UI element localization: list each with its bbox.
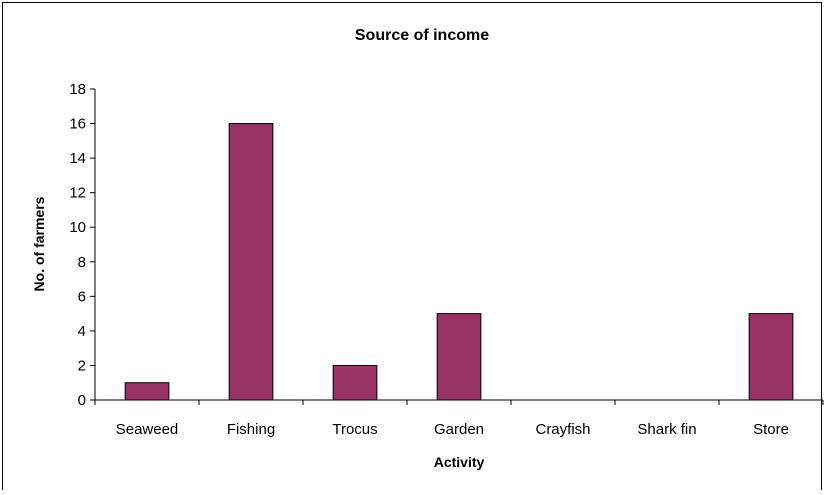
y-tick-label: 0 — [78, 392, 86, 409]
x-category-label: Trocus — [332, 421, 377, 438]
y-tick-label: 10 — [69, 219, 86, 236]
y-tick-label: 12 — [69, 185, 86, 202]
y-tick-label: 8 — [78, 254, 86, 271]
y-tick-label: 4 — [78, 323, 86, 340]
chart-title: Source of income — [355, 27, 489, 44]
x-category-label: Garden — [434, 421, 484, 438]
x-category-label: Store — [753, 421, 789, 438]
x-category-label: Fishing — [227, 421, 275, 438]
y-tick-label: 14 — [69, 150, 86, 167]
y-tick-label: 6 — [78, 288, 86, 305]
bar — [332, 364, 378, 401]
x-category-label: Seaweed — [116, 421, 179, 438]
y-tick-label: 2 — [78, 357, 86, 374]
x-axis-label: Activity — [434, 454, 485, 470]
y-axis-label: No. of farmers — [31, 196, 47, 291]
y-tick-label: 16 — [69, 116, 86, 133]
x-category-label: Crayfish — [535, 421, 590, 438]
bar — [748, 313, 794, 401]
bar — [124, 382, 170, 401]
bar — [228, 123, 274, 401]
y-tick-label: 18 — [69, 81, 86, 98]
x-category-label: Shark fin — [637, 421, 696, 438]
bar — [436, 313, 482, 401]
plot-area: 0 2 4 6 8 10 12 14 16 18 Seaweed Fishing Trocus Garde… — [69, 81, 824, 438]
